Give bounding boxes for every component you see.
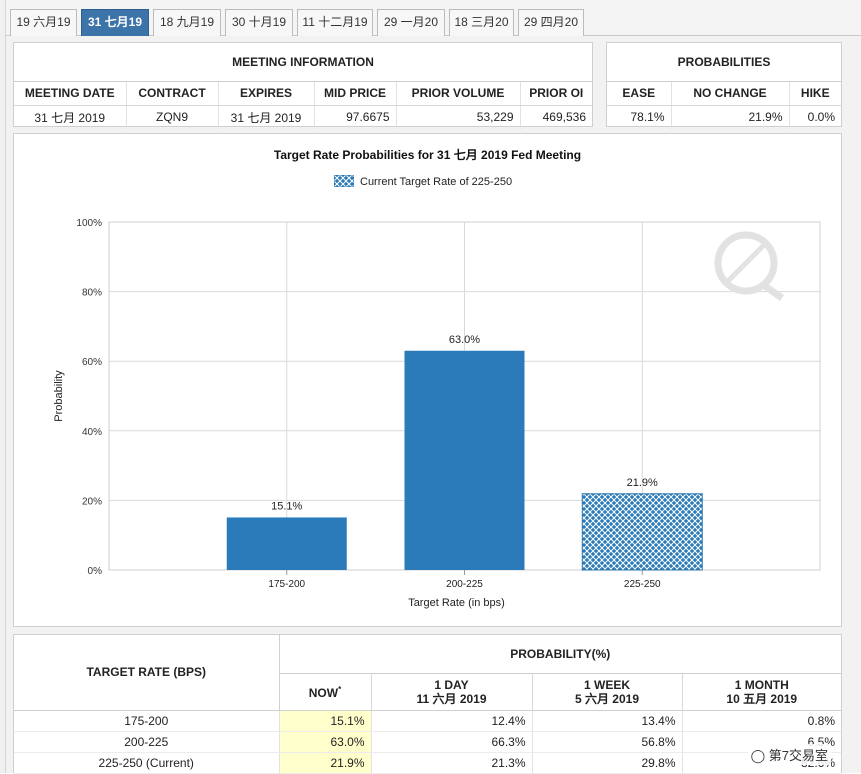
bar-value-label: 63.0% [449,334,480,346]
probability-header: PROBABILITY(%) [279,635,841,674]
watermark-text: 第7交易室 [768,748,828,763]
target-rate-header: TARGET RATE (BPS) [14,635,280,711]
now-cell: 63.0% [279,731,372,753]
col-hike: HIKE [789,81,841,106]
tab-19-jun-19[interactable]: 19 六月19 [10,9,77,36]
tab-11-dec-19[interactable]: 11 十二月19 [297,9,373,36]
contract-value: ZQN9 [126,105,219,129]
tab-30-oct-19[interactable]: 30 十月19 [225,9,293,36]
table-row: 225-250 (Current) 21.9% 21.3% 29.8% 82.6… [14,752,841,774]
expires-value: 31 七月 2019 [218,105,315,129]
tab-31-jul-19[interactable]: 31 七月19 [81,9,149,36]
table-row: 175-200 15.1% 12.4% 13.4% 0.8% [14,710,841,732]
meeting-info-panel: MEETING INFORMATION MEETING DATE CONTRAC… [13,42,593,129]
y-tick-label: 40% [82,427,102,438]
main-content: MEETING INFORMATION MEETING DATE CONTRAC… [6,36,861,774]
week-cell: 13.4% [532,710,683,732]
col-1-week: 1 WEEK 5 六月 2019 [532,673,683,711]
x-axis-label: Target Rate (in bps) [408,597,505,609]
left-edge-strip [0,0,6,773]
wechat-icon: ◯ [750,748,766,763]
y-axis-label: Probability [53,370,65,422]
tab-18-sep-19[interactable]: 18 九月19 [153,9,221,36]
col-now: NOW* [279,673,372,711]
meeting-date-value: 31 七月 2019 [14,105,127,129]
x-tick-label: 175-200 [268,579,305,590]
col-contract: CONTRACT [126,81,219,106]
bar-200-225[interactable] [404,350,525,570]
col-1-month-label: 1 MONTH [734,677,789,692]
meeting-info-table: MEETING INFORMATION MEETING DATE CONTRAC… [14,43,592,129]
day-cell: 66.3% [371,731,533,753]
legend-label: Current Target Rate of 225-250 [360,176,513,188]
day-cell: 21.3% [371,752,533,774]
chart-panel: Target Rate Probabilities for 31 七月 2019… [13,133,842,627]
x-tick-label: 225-250 [624,579,661,590]
bar-value-label: 21.9% [627,477,658,489]
chart-legend: Current Target Rate of 225-250 [334,175,512,189]
col-no-change: NO CHANGE [671,81,790,106]
tab-29-apr-20[interactable]: 29 四月20 [518,9,584,36]
ease-value: 78.1% [607,105,672,129]
col-1-month: 1 MONTH 10 五月 2019 [682,673,841,711]
bar-chart: 0% 20% 40% 60% 80% 100% 15.1% 175-200 63.0% 200-2… [53,218,821,609]
col-1-week-date: 5 六月 2019 [574,691,640,706]
mid-price-value: 97.6675 [314,105,397,129]
month-cell: 0.8% [682,710,841,732]
col-1-day-label: 1 DAY [434,677,469,692]
rate-cell: 175-200 [14,710,280,732]
probabilities-panel: PROBABILITIES EASE NO CHANGE HIKE 78.1% … [606,42,842,129]
y-tick-label: 0% [88,566,103,577]
probability-history-panel: TARGET RATE (BPS) PROBABILITY(%) NOW* 1 … [13,634,842,774]
y-tick-label: 60% [82,357,102,368]
now-cell: 21.9% [279,752,372,774]
probabilities-table: PROBABILITIES EASE NO CHANGE HIKE 78.1% … [607,43,841,129]
week-cell: 56.8% [532,731,683,753]
y-tick-label: 20% [82,496,102,507]
rate-cell: 225-250 (Current) [14,752,280,774]
col-1-day-date: 11 六月 2019 [416,691,487,706]
tab-29-jan-20[interactable]: 29 一月20 [377,9,445,36]
col-1-week-label: 1 WEEK [583,677,630,692]
y-tick-label: 100% [76,218,102,229]
col-1-day: 1 DAY 11 六月 2019 [371,673,533,711]
x-tick-label: 200-225 [446,579,483,590]
prior-volume-value: 53,229 [396,105,521,129]
rate-cell: 200-225 [14,731,280,753]
col-now-star: * [338,685,342,694]
tab-18-mar-20[interactable]: 18 三月20 [449,9,514,36]
col-ease: EASE [607,81,672,106]
table-row: 200-225 63.0% 66.3% 56.8% 6.5% [14,731,841,753]
col-1-month-date: 10 五月 2019 [726,691,798,706]
col-now-label: NOW [308,686,339,700]
col-meeting-date: MEETING DATE [14,81,127,106]
prior-oi-value: 469,536 [542,110,586,125]
col-prior-oi: PRIOR OI [520,81,592,106]
probabilities-title: PROBABILITIES [607,43,841,82]
wechat-watermark: ◯ 第7交易室 [747,744,831,765]
col-mid-price: MID PRICE [314,81,397,106]
hike-value: 0.0% [807,110,835,125]
chart-title: Target Rate Probabilities for 31 七月 2019… [273,148,582,162]
legend-hatch-swatch [334,175,354,187]
watermark-logo-icon [714,231,785,301]
meeting-info-title: MEETING INFORMATION [14,43,592,82]
week-cell: 29.8% [532,752,683,774]
bar-225-250[interactable] [581,493,703,571]
bar-value-label: 15.1% [271,500,302,512]
probability-history-table: TARGET RATE (BPS) PROBABILITY(%) NOW* 1 … [14,635,841,774]
day-cell: 12.4% [371,710,533,732]
y-tick-label: 80% [82,288,102,299]
now-cell: 15.1% [279,710,372,732]
col-expires: EXPIRES [218,81,315,106]
col-prior-volume: PRIOR VOLUME [396,81,521,106]
meeting-tab-bar: 19 六月19 31 七月19 18 九月19 30 十月19 11 十二月19… [6,0,861,36]
bar-175-200[interactable] [226,517,347,570]
no-change-value: 21.9% [671,105,790,129]
